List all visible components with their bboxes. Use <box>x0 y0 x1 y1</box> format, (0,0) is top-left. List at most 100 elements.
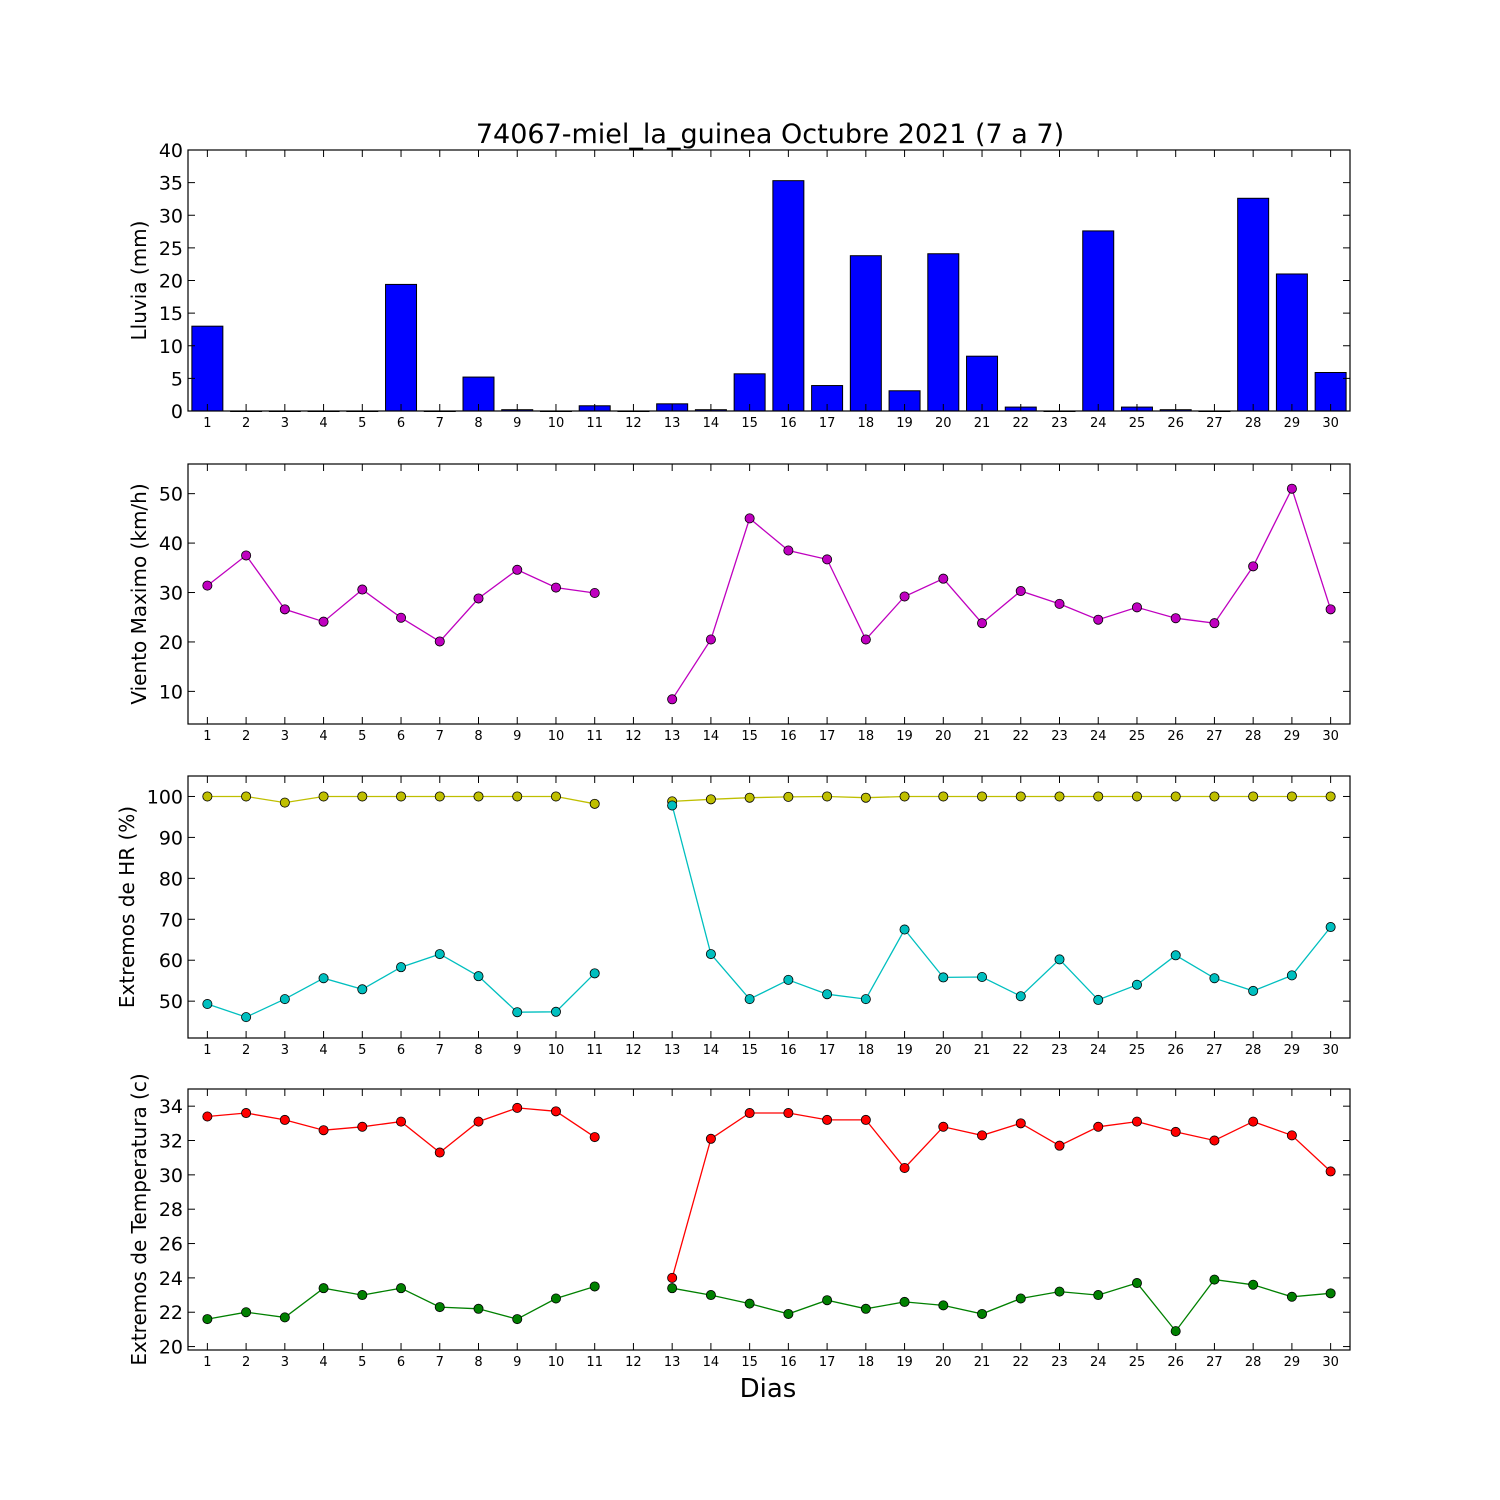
series-2-point-day-3 <box>279 994 290 1005</box>
x-tick-label: 5 <box>358 1355 366 1370</box>
bar-day-28 <box>1237 197 1270 412</box>
x-tick-label: 29 <box>1284 1043 1301 1058</box>
x-tick-label: 28 <box>1245 416 1262 431</box>
series-1-point-day-21 <box>977 618 988 629</box>
series-1-point-day-16 <box>783 791 794 802</box>
figure-title: 74067-miel_la_guinea Octubre 2021 (7 a 7… <box>476 119 1064 150</box>
x-tick-label: 15 <box>741 416 758 431</box>
x-tick-label: 17 <box>819 1355 836 1370</box>
series-1-point-day-6 <box>396 612 407 623</box>
x-tick-label: 24 <box>1090 1043 1107 1058</box>
x-tick-label: 25 <box>1129 1355 1146 1370</box>
series-2-point-day-20 <box>938 1300 949 1311</box>
x-tick-label: 9 <box>513 1043 521 1058</box>
series-1-point-day-15 <box>744 792 755 803</box>
series-1-point-day-6 <box>396 791 407 802</box>
x-tick-label: 30 <box>1322 416 1339 431</box>
series-2-point-day-24 <box>1093 1290 1104 1301</box>
x-tick-label: 15 <box>741 729 758 744</box>
y-tick-label: 30 <box>159 1165 183 1187</box>
series-1-line <box>672 795 1331 803</box>
series-2-point-day-26 <box>1170 950 1181 961</box>
x-tick-label: 21 <box>974 1355 991 1370</box>
x-tick-label: 24 <box>1090 416 1107 431</box>
series-2-point-day-7 <box>434 1302 445 1313</box>
series-1-line <box>671 1112 1332 1279</box>
x-tick-label: 12 <box>625 1355 642 1370</box>
x-tick-label: 18 <box>858 729 875 744</box>
series-1-point-day-3 <box>279 797 290 808</box>
series-1-point-day-3 <box>279 604 290 615</box>
series-2-point-day-20 <box>938 972 949 983</box>
series-2-point-day-9 <box>512 1314 523 1325</box>
x-tick-label: 16 <box>780 1355 797 1370</box>
x-tick-label: 29 <box>1284 416 1301 431</box>
series-2-point-day-29 <box>1286 1291 1297 1302</box>
series-2-point-day-24 <box>1093 994 1104 1005</box>
series-1-point-day-23 <box>1054 1140 1065 1151</box>
x-tick-label: 3 <box>281 729 289 744</box>
x-tick-label: 6 <box>397 729 405 744</box>
x-tick-label: 11 <box>586 1355 603 1370</box>
y-tick-label: 50 <box>159 991 183 1013</box>
series-1-point-day-8 <box>473 593 484 604</box>
series-1-point-day-29 <box>1286 1130 1297 1141</box>
series-2-point-day-15 <box>744 994 755 1005</box>
series-2-point-day-21 <box>977 972 988 983</box>
series-2-point-day-10 <box>550 1293 561 1304</box>
series-1-point-day-22 <box>1015 1118 1026 1129</box>
series-1-point-day-4 <box>318 1125 329 1136</box>
series-2-point-day-25 <box>1131 979 1142 990</box>
series-1-point-day-22 <box>1015 586 1026 597</box>
x-tick-label: 5 <box>358 416 366 431</box>
series-1-point-day-5 <box>357 791 368 802</box>
series-1-point-day-4 <box>318 791 329 802</box>
y-tick-label: 5 <box>171 368 183 390</box>
series-1-point-day-24 <box>1093 614 1104 625</box>
x-tick-label: 22 <box>1012 416 1029 431</box>
x-tick-label: 21 <box>974 729 991 744</box>
series-1-point-day-26 <box>1170 1126 1181 1137</box>
x-tick-label: 17 <box>819 729 836 744</box>
x-tick-label: 18 <box>858 1043 875 1058</box>
series-2-point-day-16 <box>783 1308 794 1319</box>
series-2-point-day-3 <box>279 1312 290 1323</box>
series-2-point-day-6 <box>396 962 407 973</box>
x-tick-label: 23 <box>1051 1043 1068 1058</box>
y-tick-label: 15 <box>159 303 183 325</box>
x-tick-label: 26 <box>1167 729 1184 744</box>
series-1-point-day-24 <box>1093 1121 1104 1132</box>
x-tick-label: 8 <box>474 416 482 431</box>
x-tick-label: 14 <box>703 416 720 431</box>
x-tick-label: 28 <box>1245 1355 1262 1370</box>
series-2-point-day-21 <box>977 1308 988 1319</box>
x-tick-label: 29 <box>1284 1355 1301 1370</box>
series-2-point-day-18 <box>860 1303 871 1314</box>
x-tick-label: 13 <box>664 1355 681 1370</box>
series-2-point-day-11 <box>589 1281 600 1292</box>
series-1-point-day-7 <box>434 1147 445 1158</box>
series-1-point-day-19 <box>899 1162 910 1173</box>
y-tick-label: 80 <box>159 868 183 890</box>
bar-day-24 <box>1082 230 1115 412</box>
x-tick-label: 18 <box>858 416 875 431</box>
plot-area <box>188 464 1350 724</box>
plot-frame <box>187 149 1351 412</box>
series-1-point-day-28 <box>1248 1116 1259 1127</box>
x-tick-label: 2 <box>242 729 250 744</box>
y-tick-label: 10 <box>159 336 183 358</box>
series-2-point-day-1 <box>202 999 213 1010</box>
x-tick-label: 22 <box>1012 729 1029 744</box>
series-2-point-day-4 <box>318 973 329 984</box>
series-2-point-day-23 <box>1054 1286 1065 1297</box>
x-tick-label: 7 <box>436 729 444 744</box>
x-tick-label: 1 <box>203 416 211 431</box>
series-1-point-day-30 <box>1325 1166 1336 1177</box>
y-axis-label: Lluvia (mm) <box>127 221 151 341</box>
y-tick-label: 60 <box>159 950 183 972</box>
series-2-point-day-8 <box>473 1303 484 1314</box>
x-tick-label: 10 <box>548 1355 565 1370</box>
x-tick-label: 9 <box>513 729 521 744</box>
x-tick-label: 8 <box>474 1355 482 1370</box>
